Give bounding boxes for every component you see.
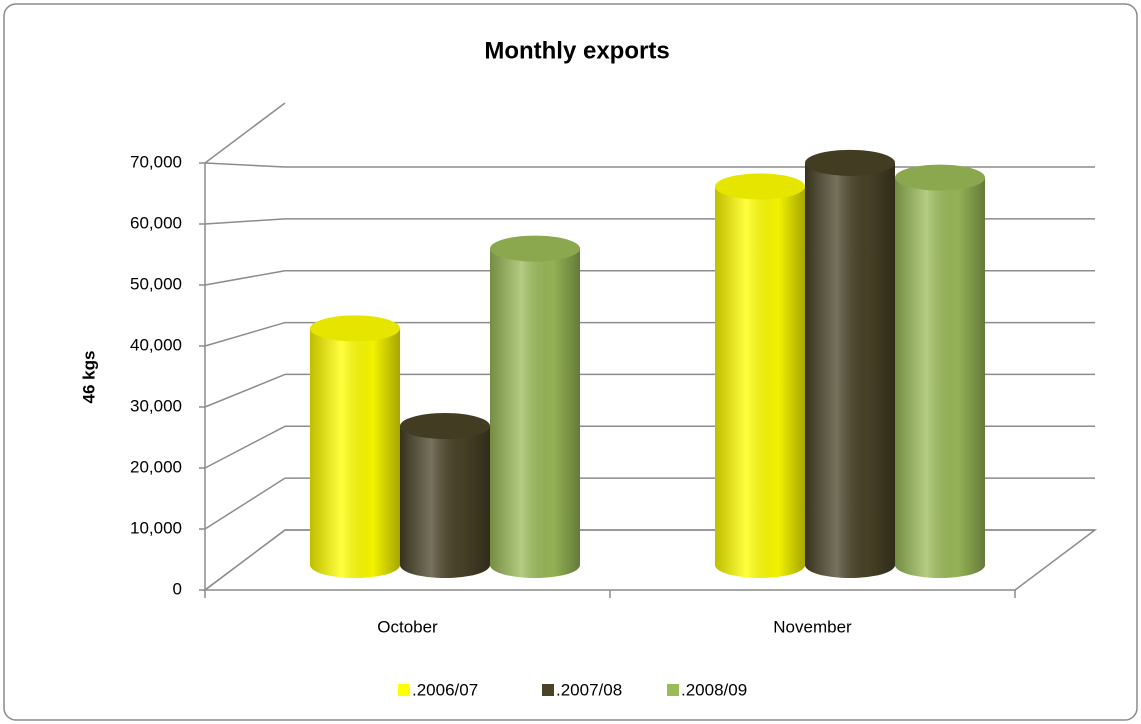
- legend-swatch: [667, 684, 679, 696]
- side-grid-line: [204, 162, 286, 168]
- side-grid-line: [204, 321, 286, 347]
- cylinder: [400, 413, 490, 578]
- cylinder-top-shade: [310, 315, 400, 342]
- cylinder: [715, 173, 805, 578]
- legend-label: .2006/07: [412, 680, 478, 699]
- cylinder-shade: [400, 426, 490, 578]
- side-grid-line: [204, 529, 286, 591]
- legend-swatch: [398, 684, 410, 696]
- cylinder: [805, 149, 895, 579]
- side-grid-line: [204, 102, 286, 164]
- cylinder-top: [715, 173, 805, 200]
- cylinder: [895, 164, 985, 578]
- cylinder-top: [895, 164, 985, 191]
- cylinder: [490, 235, 580, 579]
- y-tick-label: 60,000: [130, 213, 182, 232]
- y-tick-label: 30,000: [130, 396, 182, 415]
- legend-label: .2007/08: [556, 680, 622, 699]
- cylinder-shade: [490, 248, 580, 579]
- legend-label: .2008/09: [681, 680, 747, 699]
- cylinder-shade: [310, 328, 400, 578]
- chart-title: Monthly exports: [484, 37, 669, 64]
- cylinder-top: [310, 315, 400, 342]
- cylinder-top-shade: [400, 413, 490, 440]
- y-axis-title: 46 kgs: [79, 351, 98, 404]
- cylinder-top-shade: [715, 173, 805, 200]
- y-tick-label: 20,000: [130, 457, 182, 476]
- y-tick-label: 50,000: [130, 274, 182, 293]
- y-tick-label: 40,000: [130, 335, 182, 354]
- cylinder: [310, 315, 400, 578]
- cylinder-shade: [895, 177, 985, 578]
- side-grid-line: [204, 425, 286, 469]
- cylinder-top-shade: [895, 164, 985, 191]
- side-grid-line: [204, 477, 286, 530]
- cylinder-top-shade: [805, 149, 895, 176]
- cylinder-top: [490, 235, 580, 262]
- side-grid-line: [204, 269, 286, 286]
- y-tick-label: 0: [173, 579, 182, 598]
- side-grid-line: [204, 218, 286, 225]
- y-tick-label: 10,000: [130, 518, 182, 537]
- cylinder-shade: [715, 186, 805, 578]
- cylinder-top: [400, 413, 490, 440]
- cylinder-top-shade: [490, 235, 580, 262]
- x-tick-label: November: [773, 617, 852, 636]
- x-tick-label: October: [377, 617, 438, 636]
- y-tick-label: 70,000: [130, 152, 182, 171]
- cylinder-top: [805, 149, 895, 176]
- cylinder-shade: [805, 162, 895, 579]
- side-grid-line: [204, 373, 286, 408]
- legend-swatch: [542, 684, 554, 696]
